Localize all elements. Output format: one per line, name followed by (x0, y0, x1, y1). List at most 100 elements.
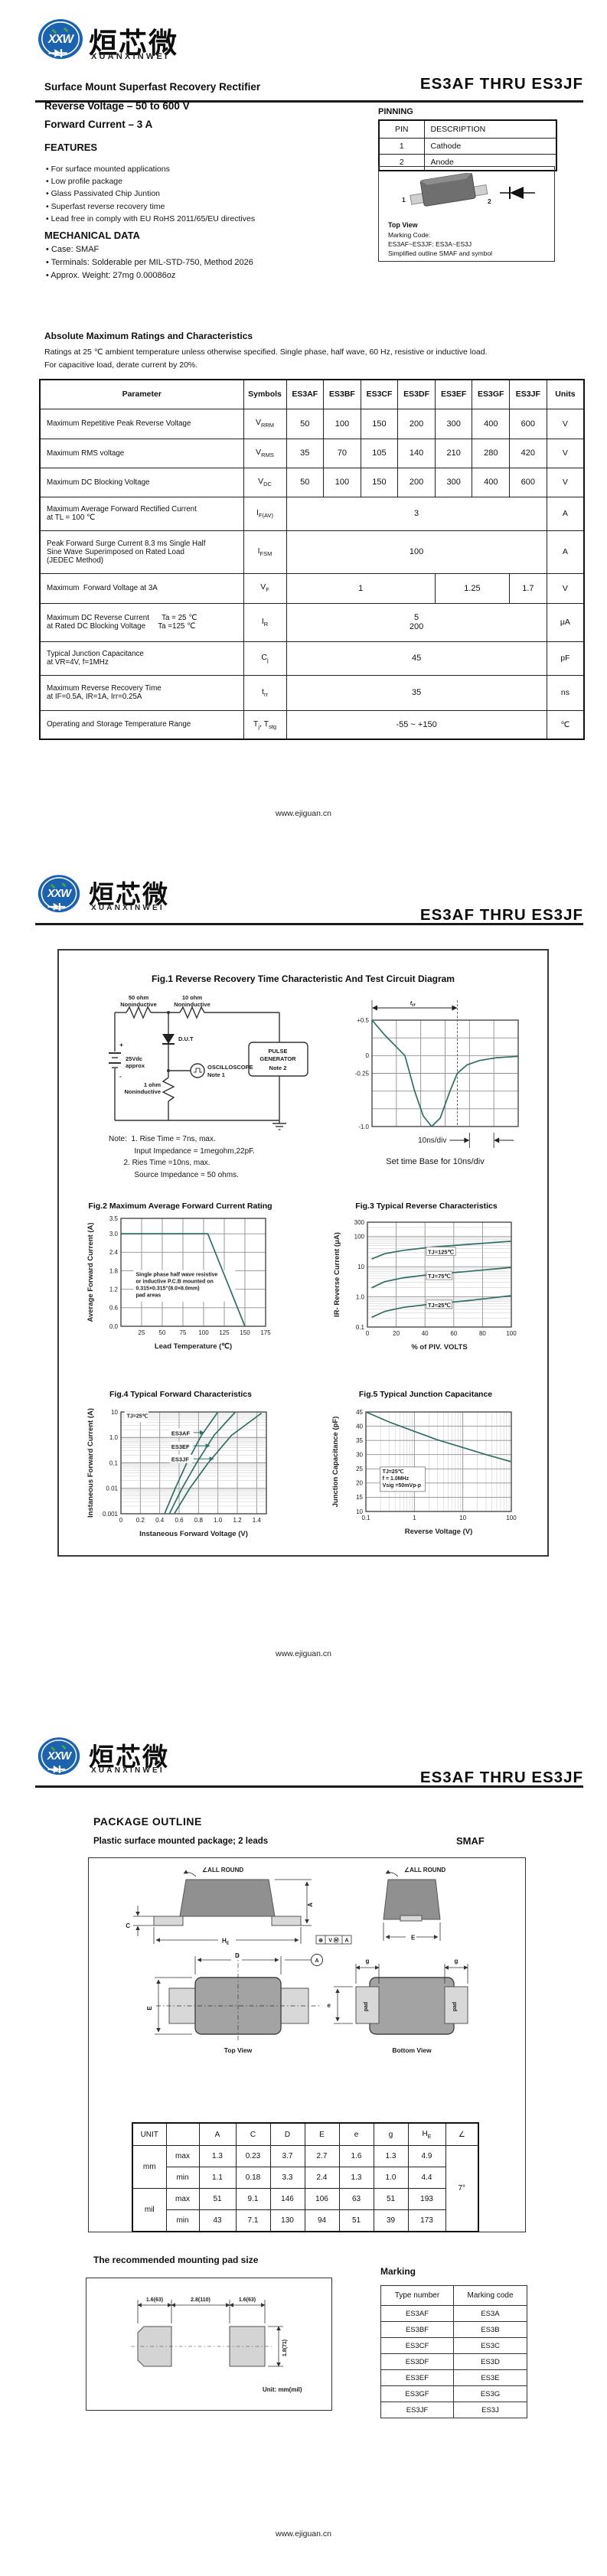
svg-text:% of PIV. VOLTS: % of PIV. VOLTS (411, 1343, 467, 1352)
table-cell: 1.0 (373, 2167, 409, 2189)
table-cell: ES3C (453, 2337, 527, 2354)
table-cell: 106 (304, 2188, 340, 2210)
table-cell: g (373, 2122, 409, 2146)
svg-text:100: 100 (506, 1515, 517, 1521)
table-cell: V (546, 408, 585, 439)
table-cell: ns (546, 674, 585, 711)
svg-text:E: E (146, 2006, 153, 2010)
table-cell: 1.3 (198, 2145, 237, 2167)
table-cell: ES3AF (286, 379, 325, 409)
svg-text:25: 25 (139, 1329, 145, 1336)
table-cell: V (546, 438, 585, 468)
svg-text:-0.25: -0.25 (355, 1070, 370, 1077)
table-cell: Maximum RMS voltage (39, 438, 244, 468)
list-item: • Superfast reverse recovery time (46, 201, 165, 211)
table-cell: 43 (198, 2209, 237, 2232)
table-cell: ES3E (453, 2369, 527, 2386)
package-name: SMAF (456, 1835, 485, 1847)
svg-text:20: 20 (356, 1480, 363, 1487)
svg-text:Reverse Voltage (V): Reverse Voltage (V) (405, 1528, 473, 1536)
table-cell: ES3GF (472, 379, 511, 409)
table-cell: min (165, 2167, 200, 2189)
svg-text:0.1: 0.1 (109, 1459, 119, 1466)
table-cell: 200 (397, 408, 436, 439)
svg-text:15: 15 (356, 1494, 363, 1501)
footer-url: www.ejiguan.cn (276, 2529, 331, 2539)
table-cell: 3 (286, 496, 547, 531)
table-cell: 100 (323, 467, 361, 497)
table-cell: min (165, 2209, 200, 2232)
mounting-pad-box: 1.6(63) 2.8(110) 1.6(63) 1.8(71) Unit: m… (86, 2278, 332, 2411)
pin2-label: 2 (488, 197, 491, 205)
brand-name-en: XUANXINWEI (91, 904, 165, 912)
svg-text:D.U.T: D.U.T (178, 1035, 194, 1042)
table-cell: ES3D (453, 2353, 527, 2370)
svg-text:60: 60 (450, 1330, 457, 1337)
list-item: • Terminals: Solderable per MIL-STD-750,… (46, 258, 253, 267)
table-cell: Type number (380, 2285, 454, 2306)
brand-logo-icon: XXW (38, 1737, 80, 1775)
svg-text:1.0: 1.0 (356, 1293, 365, 1300)
svg-text:or inductive P.C.B mounted on: or inductive P.C.B mounted on (135, 1280, 213, 1285)
table-cell: ES3J (453, 2402, 527, 2418)
svg-text:Noninductive: Noninductive (120, 1001, 157, 1008)
package-pictogram: 1 2 (402, 173, 535, 207)
footer-url: www.ejiguan.cn (276, 1649, 331, 1658)
svg-text:-1.0: -1.0 (358, 1123, 369, 1130)
table-cell: 3.7 (269, 2145, 305, 2167)
fig3-title: Fig.3 Typical Reverse Characteristics (355, 1202, 498, 1211)
table-cell: 280 (472, 438, 511, 468)
part-number-title: ES3AF THRU ES3JF (419, 1769, 583, 1786)
svg-text:Instaneous Forward Voltage (V): Instaneous Forward Voltage (V) (139, 1530, 248, 1538)
marking-table: Type number Marking code ES3AF ES3A ES3BF ES3… (380, 2285, 527, 2418)
svg-text:25Vdc: 25Vdc (126, 1055, 142, 1062)
part-number-title: ES3AF THRU ES3JF (419, 75, 583, 93)
marking-table-grid: Type number Marking code ES3AF ES3A ES3BF ES3… (380, 2285, 527, 2418)
product-summary-line: Surface Mount Superfast Recovery Rectifi… (44, 81, 261, 93)
table-cell: max (165, 2188, 200, 2210)
table-cell: 63 (338, 2188, 374, 2210)
pad-size-heading: The recommended mounting pad size (93, 2255, 259, 2265)
brand-logo-icon: XXW (38, 18, 83, 60)
svg-text:pad: pad (364, 2002, 369, 2011)
table-cell: ∠ (445, 2122, 479, 2146)
svg-text:0.0: 0.0 (109, 1323, 119, 1330)
table-cell: 51 (338, 2209, 374, 2232)
ratings-heading: Absolute Maximum Ratings and Characteris… (44, 331, 253, 341)
table-cell: ℃ (546, 709, 585, 740)
table-cell: 4.9 (407, 2145, 446, 2167)
table-cell: 100 (286, 530, 547, 574)
svg-text:1.0: 1.0 (214, 1517, 223, 1524)
svg-text:+0.5: +0.5 (357, 1017, 369, 1024)
table-cell: mm (132, 2145, 167, 2189)
page3-header: XXW 烜芯微 XUANXINWEI ES3AF THRU ES3JF (0, 1732, 607, 1828)
part-number-title: ES3AF THRU ES3JF (419, 906, 583, 924)
table-cell: ES3EF (380, 2369, 454, 2386)
table-cell: Maximum Average Forward Rectified Curren… (39, 496, 244, 531)
svg-text:Single phase half wave resisti: Single phase half wave resistive (135, 1273, 217, 1278)
table-cell: 400 (472, 408, 511, 439)
table-cell: 39 (373, 2209, 409, 2232)
fig2-title: Fig.2 Maximum Average Forward Current Ra… (88, 1202, 272, 1211)
svg-text:100: 100 (354, 1234, 365, 1241)
table-cell: 0.23 (235, 2145, 271, 2167)
table-cell: Operating and Storage Temperature Range (39, 709, 244, 740)
table-cell: 1.1 (198, 2167, 237, 2189)
svg-text:0: 0 (366, 1052, 370, 1059)
svg-text:A: A (307, 1903, 314, 1907)
header-rule (35, 1785, 583, 1788)
list-item: Source Impedance = 50 ohms. (109, 1170, 239, 1179)
list-item: Input Impedance = 1megohm,22pF. (109, 1146, 255, 1156)
bottom-view (355, 1977, 468, 2035)
table-cell: 200 (397, 467, 436, 497)
features-heading: FEATURES (44, 142, 98, 153)
svg-text:0: 0 (366, 1330, 370, 1337)
svg-text:1 ohm: 1 ohm (144, 1081, 161, 1088)
table-cell: IFSM (243, 530, 287, 574)
svg-text:0.8: 0.8 (194, 1517, 204, 1524)
table-cell: Tj, Tstg (243, 709, 287, 740)
table-cell: Units (546, 379, 585, 409)
svg-text:3.5: 3.5 (109, 1215, 119, 1222)
svg-text:TJ=25℃: TJ=25℃ (127, 1413, 148, 1419)
